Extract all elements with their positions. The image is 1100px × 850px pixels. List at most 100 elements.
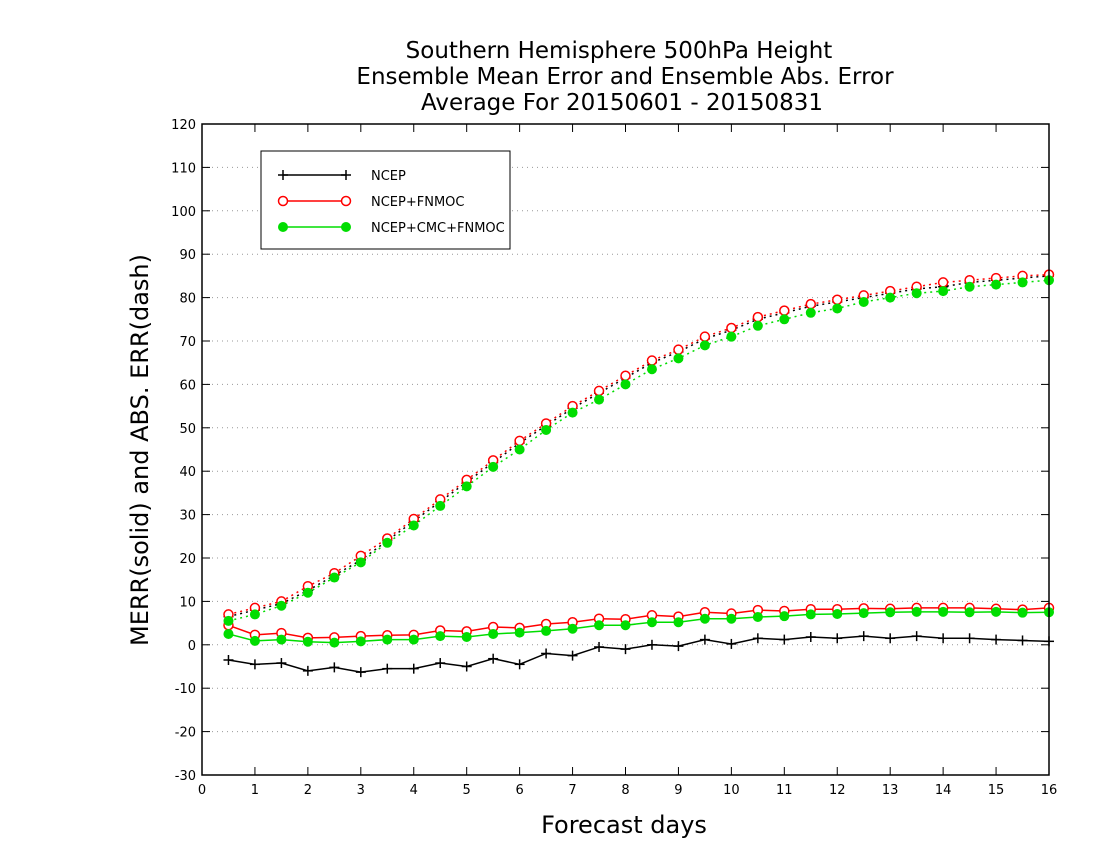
merr-point — [752, 633, 763, 644]
merr-point — [276, 634, 287, 645]
abserr-point — [832, 303, 843, 314]
abserr-point — [541, 424, 552, 435]
abserr-point — [991, 279, 1002, 290]
abserr-point — [249, 609, 260, 620]
abserr-point — [885, 292, 896, 303]
merr-point — [673, 617, 684, 628]
legend-marker — [340, 195, 352, 207]
legend-marker — [278, 222, 288, 232]
merr-point — [435, 658, 446, 669]
abserr-point — [699, 340, 710, 351]
abserr-point — [646, 364, 657, 375]
abserr-point — [699, 331, 711, 342]
abserr-point — [593, 385, 605, 397]
merr-point — [752, 612, 763, 623]
merr-point — [223, 628, 234, 639]
abserr-point — [805, 298, 817, 310]
abserr-point — [223, 615, 234, 626]
abserr-point — [805, 307, 816, 318]
abserr-point — [858, 296, 869, 307]
abserr-point — [726, 331, 737, 342]
merr-point — [461, 631, 472, 642]
y-tick-label: 10 — [179, 595, 196, 610]
abserr-point — [329, 572, 340, 583]
abserr-point — [514, 435, 525, 447]
merr-point — [567, 623, 578, 634]
merr-point — [805, 609, 816, 620]
x-tick-label: 14 — [935, 783, 952, 798]
y-tick-label: 110 — [171, 161, 196, 176]
merr-point — [938, 633, 949, 644]
abserr-point — [435, 500, 446, 511]
merr-point — [302, 636, 313, 647]
x-axis-label: Forecast days — [541, 811, 707, 839]
y-tick-label: 80 — [179, 292, 196, 307]
abserr-point — [594, 394, 605, 405]
merr-point — [382, 634, 393, 645]
merr-point — [885, 633, 896, 644]
x-tick-label: 4 — [410, 783, 418, 798]
legend-marker — [277, 195, 289, 207]
abserr-point — [646, 355, 658, 366]
x-tick-label: 0 — [198, 783, 206, 798]
y-tick-label: 60 — [179, 378, 196, 393]
merr-point — [726, 638, 737, 649]
legend-label: NCEP+FNMOC — [371, 195, 464, 210]
x-tick-label: 13 — [882, 783, 899, 798]
merr-point — [726, 613, 737, 624]
merr-point — [355, 636, 366, 647]
legend-marker — [341, 170, 351, 180]
abserr-point — [1017, 277, 1028, 288]
merr-point — [408, 663, 419, 674]
legend-entry: NCEP+CMC+FNMOC — [278, 221, 505, 236]
y-tick-label: 90 — [179, 248, 196, 263]
merr-point — [329, 662, 340, 673]
x-tick-label: 1 — [251, 783, 259, 798]
x-tick-label: 12 — [829, 783, 846, 798]
merr-point — [673, 641, 684, 652]
x-tick-label: 6 — [515, 783, 523, 798]
abserr-point — [408, 520, 419, 531]
merr-point — [779, 634, 790, 645]
legend-marker — [278, 170, 288, 180]
merr-point — [435, 631, 446, 642]
abserr-point — [937, 277, 949, 288]
merr-point — [991, 606, 1002, 617]
series — [223, 269, 1055, 678]
merr-point — [594, 641, 605, 652]
merr-point — [329, 637, 340, 648]
abserr-point — [779, 314, 790, 325]
y-tick-label: 50 — [179, 422, 196, 437]
merr-point — [223, 654, 234, 665]
merr-point — [541, 648, 552, 659]
merr-point — [699, 634, 710, 645]
y-tick-label: -10 — [175, 682, 196, 697]
abserr-point — [461, 481, 472, 492]
merr-point — [514, 627, 525, 638]
y-tick-label: -30 — [175, 769, 196, 784]
abserr-point — [488, 461, 499, 472]
abserr-point — [355, 557, 366, 568]
merr-point — [1017, 635, 1028, 646]
legend-marker — [341, 222, 351, 232]
chart-title-line-2: Ensemble Mean Error and Ensemble Abs. Er… — [356, 64, 894, 90]
abserr-point — [964, 281, 975, 292]
y-tick-label: 70 — [179, 335, 196, 350]
abserr-point — [832, 294, 843, 306]
merr-point — [382, 663, 393, 674]
merr-point — [911, 606, 922, 617]
y-tick-label: 100 — [171, 205, 196, 220]
abserr-point — [779, 305, 790, 316]
merr-point — [620, 620, 631, 631]
merr-point — [1017, 607, 1028, 618]
merr-point — [646, 617, 657, 628]
y-tick-label: -20 — [175, 726, 196, 741]
merr-point — [885, 607, 896, 618]
merr-point — [991, 634, 1002, 645]
merr-point — [408, 634, 419, 645]
merr-point — [938, 606, 949, 617]
abserr-point — [620, 379, 631, 390]
plot-frame — [201, 123, 1050, 776]
y-tick-label: 30 — [179, 509, 196, 524]
